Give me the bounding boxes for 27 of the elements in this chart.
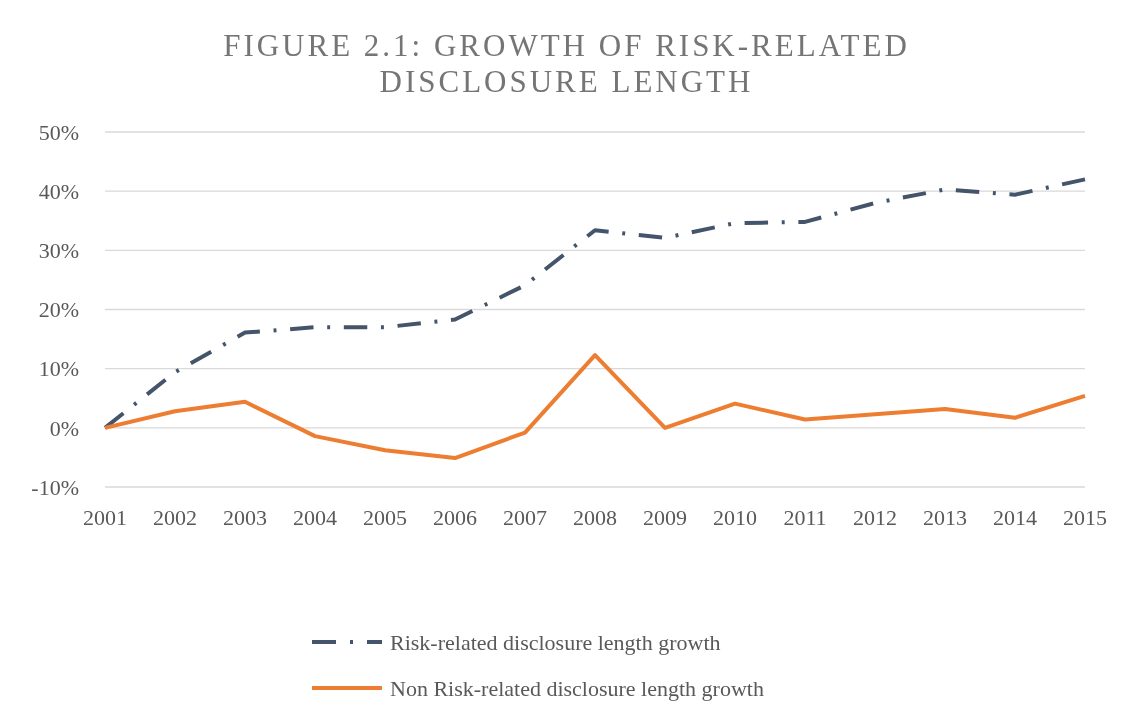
y-tick-label: 40% [38, 178, 79, 204]
x-tick-label: 2002 [153, 505, 197, 530]
y-tick-label: 20% [38, 297, 79, 323]
x-tick-label: 2015 [1063, 505, 1107, 530]
x-tick-label: 2013 [923, 505, 967, 530]
y-tick-label: 0% [49, 415, 79, 441]
x-tick-label: 2003 [223, 505, 267, 530]
y-tick-label: -10% [31, 474, 79, 500]
legend-label: Non Risk-related disclosure length growth [390, 675, 764, 701]
x-tick-label: 2004 [293, 505, 337, 530]
legend-label: Risk-related disclosure length growth [390, 629, 721, 655]
line-series [103, 177, 1087, 430]
y-tick-label: 30% [38, 238, 79, 264]
x-tick-label: 2006 [433, 505, 477, 530]
x-tick-label: 2011 [783, 505, 827, 530]
chart-title: FIGURE 2.1: GROWTH OF RISK-RELATED DISCLOSURE LENGTH [223, 28, 910, 99]
y-tick-label: 50% [38, 119, 79, 145]
x-tick-label: 2014 [993, 505, 1037, 530]
y-tick-label: 10% [38, 356, 79, 382]
x-tick-label: 2009 [643, 505, 687, 530]
x-tick-label: 2008 [573, 505, 617, 530]
x-tick-label: 2001 [83, 505, 127, 530]
x-tick-label: 2012 [853, 505, 897, 530]
x-tick-label: 2005 [363, 505, 407, 530]
x-tick-label: 2010 [713, 505, 757, 530]
line-series [103, 353, 1087, 461]
x-tick-label: 2007 [503, 505, 547, 530]
